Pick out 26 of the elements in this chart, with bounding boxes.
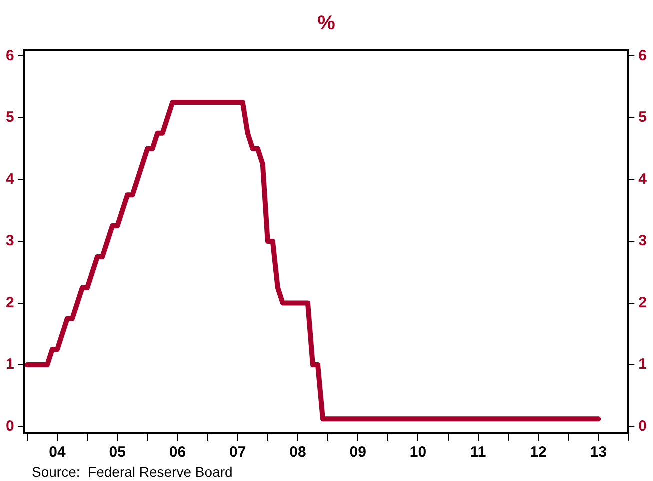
x-tick-label: 13 (590, 444, 607, 462)
y2-tick-label: 5 (638, 109, 647, 126)
x-tick-label: 04 (49, 444, 66, 462)
x-tick-label: 09 (350, 444, 366, 462)
y-tick-label: 0 (6, 418, 14, 435)
y2-tick-label: 6 (638, 47, 647, 64)
x-tick-label: 06 (169, 444, 186, 462)
x-tick-label: 05 (109, 444, 126, 462)
x-tick-label: 08 (290, 444, 306, 462)
y-tick-label: 6 (6, 47, 14, 64)
y2-tick-label: 1 (638, 356, 647, 374)
y2-tick-label: 0 (638, 418, 647, 435)
y-tick-label: 1 (6, 356, 14, 374)
y-tick-label: 3 (6, 232, 14, 250)
y2-tick-label: 3 (638, 232, 647, 250)
x-tick-label: 07 (229, 444, 246, 462)
y2-tick-label: 4 (638, 170, 648, 188)
x-tick-label: 11 (470, 444, 486, 462)
x-tick-label: 10 (410, 444, 427, 462)
y-tick-label: 5 (6, 109, 14, 126)
y-tick-label: 4 (6, 170, 15, 188)
chart-title: % (318, 12, 336, 35)
x-tick-label: 12 (530, 444, 547, 462)
source-note: Source: Federal Reserve Board (32, 464, 233, 480)
y2-tick-label: 2 (638, 294, 647, 312)
y-tick-label: 2 (6, 294, 14, 312)
